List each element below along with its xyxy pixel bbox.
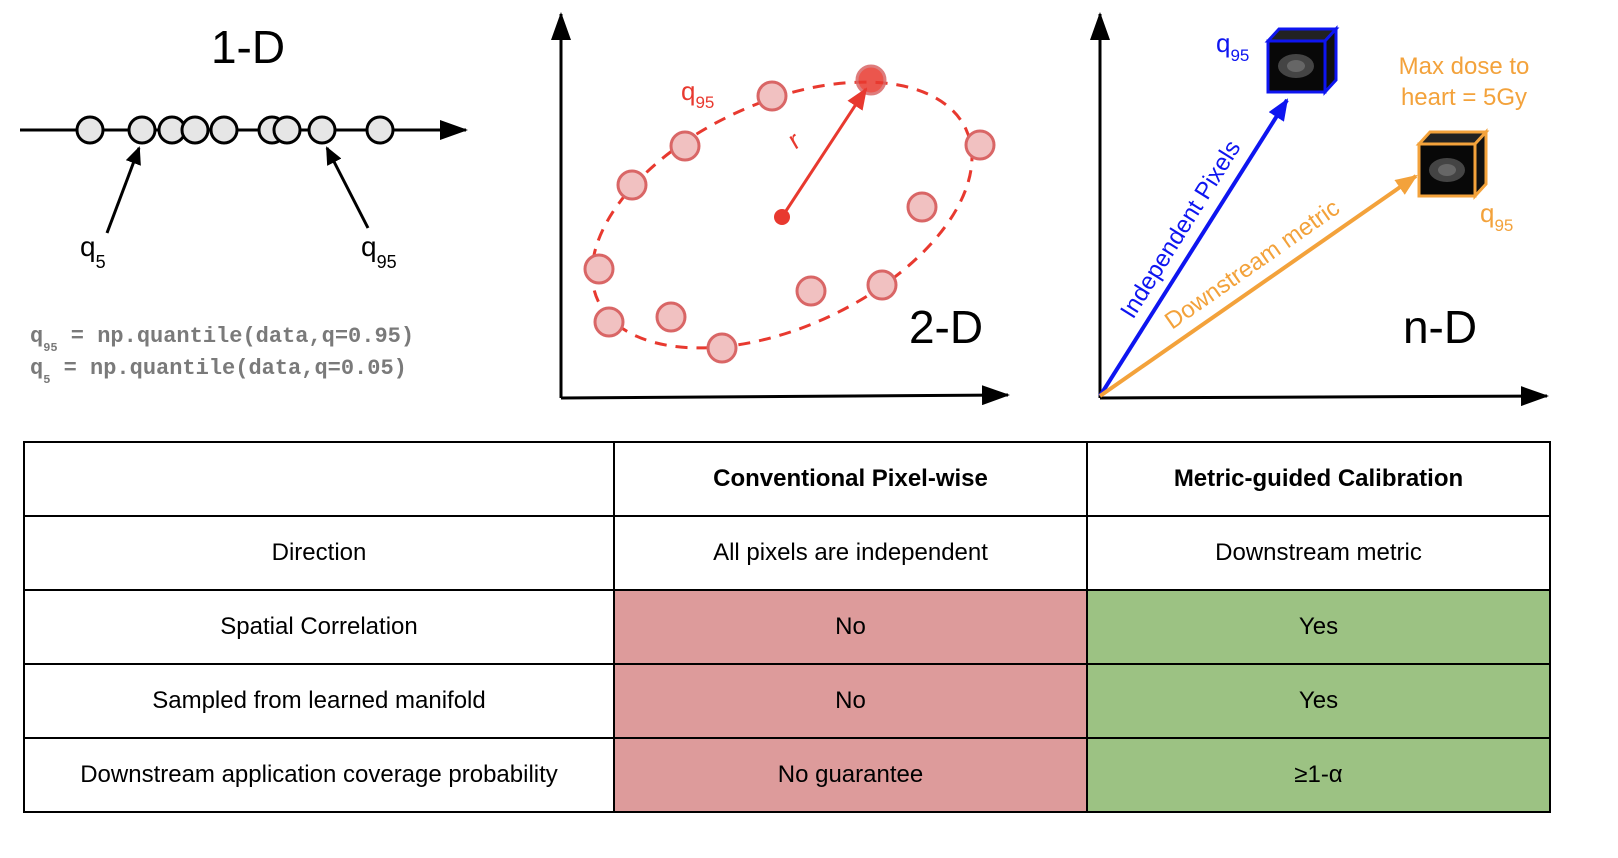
panel-2d-title: 2-D	[909, 301, 983, 353]
max-dose-line1: Max dose to	[1399, 53, 1530, 80]
comparison-table: Conventional Pixel-wise Metric-guided Ca…	[23, 441, 1551, 813]
row-label: Spatial Correlation	[23, 589, 615, 665]
boundary-sample-point	[855, 64, 887, 96]
sample-point	[706, 332, 738, 364]
sample-point	[964, 129, 996, 161]
downstream-q95-label: q95	[1480, 198, 1513, 235]
row-label: Downstream application coverage probabil…	[23, 737, 615, 813]
sample-point	[209, 115, 239, 145]
sample-point	[180, 115, 210, 145]
max-dose-line2: heart = 5Gy	[1401, 84, 1527, 111]
radius-label: r	[783, 125, 806, 155]
sample-point	[583, 253, 615, 285]
code-line-q95: q95 = np.quantile(data,q=0.95)	[30, 324, 414, 355]
table-row: Downstream application coverage probabil…	[23, 737, 1551, 813]
row-label: Sampled from learned manifold	[23, 663, 615, 739]
table-header-metric: Metric-guided Calibration	[1086, 441, 1551, 517]
q95-pointer-arrow	[325, 146, 370, 229]
table-header-row: Conventional Pixel-wise Metric-guided Ca…	[23, 441, 1551, 517]
row-label: Direction	[23, 515, 615, 591]
metric-cell: Yes	[1086, 589, 1551, 665]
sample-point	[866, 269, 898, 301]
sample-point	[272, 115, 302, 145]
conventional-cell: No	[613, 589, 1088, 665]
conventional-cell: No	[613, 663, 1088, 739]
table-row: Direction All pixels are independent Dow…	[23, 515, 1551, 591]
radius-arrow	[780, 87, 868, 218]
table-row: Sampled from learned manifold No Yes	[23, 663, 1551, 739]
sample-point	[756, 80, 788, 112]
downstream-metric-arrow	[1098, 174, 1418, 398]
panel-2d: r q95 2-D	[551, 12, 1010, 406]
sample-points-1d	[75, 115, 395, 145]
figure-panels: 1-D q5 q95 q95 = np.quantile(data,q=0.95…	[20, 12, 1549, 407]
sample-point	[593, 306, 625, 338]
q5-pointer-arrow	[105, 146, 141, 234]
sample-point	[906, 191, 938, 223]
x-axis-nd	[1099, 386, 1549, 407]
panel-1d-title: 1-D	[211, 21, 285, 73]
sample-point	[616, 169, 648, 201]
ct-volume-cube-orange	[1415, 128, 1490, 200]
x-axis-2d	[560, 385, 1010, 406]
panel-nd-title: n-D	[1403, 301, 1477, 353]
table-header-conventional: Conventional Pixel-wise	[613, 441, 1088, 517]
panel-1d: 1-D q5 q95 q95 = np.quantile(data,q=0.95…	[20, 21, 468, 387]
metric-cell: Downstream metric	[1086, 515, 1551, 591]
sample-points-2d	[583, 80, 996, 364]
sample-point	[127, 115, 157, 145]
conventional-cell: No guarantee	[613, 737, 1088, 813]
ct-volume-cube-blue	[1264, 25, 1340, 96]
sample-point	[75, 115, 105, 145]
conventional-cell: All pixels are independent	[613, 515, 1088, 591]
metric-cell: ≥1-α	[1086, 737, 1551, 813]
sample-point	[365, 115, 395, 145]
table-row: Spatial Correlation No Yes	[23, 589, 1551, 665]
sample-point	[795, 275, 827, 307]
sample-point	[655, 301, 687, 333]
independent-pixels-arrow	[1098, 98, 1289, 398]
q95-contour-ellipse	[590, 80, 974, 350]
q95-contour-label: q95	[681, 76, 714, 112]
table-header-empty	[23, 441, 615, 517]
q95-label: q95	[361, 231, 397, 272]
code-line-q5: q5 = np.quantile(data,q=0.05)	[30, 356, 407, 387]
sample-point	[669, 130, 701, 162]
independent-q95-label: q95	[1216, 28, 1249, 65]
metric-cell: Yes	[1086, 663, 1551, 739]
panel-nd: Independent Pixels Downstream metric q95…	[1090, 12, 1549, 407]
q5-label: q5	[80, 231, 106, 272]
sample-point	[307, 115, 337, 145]
